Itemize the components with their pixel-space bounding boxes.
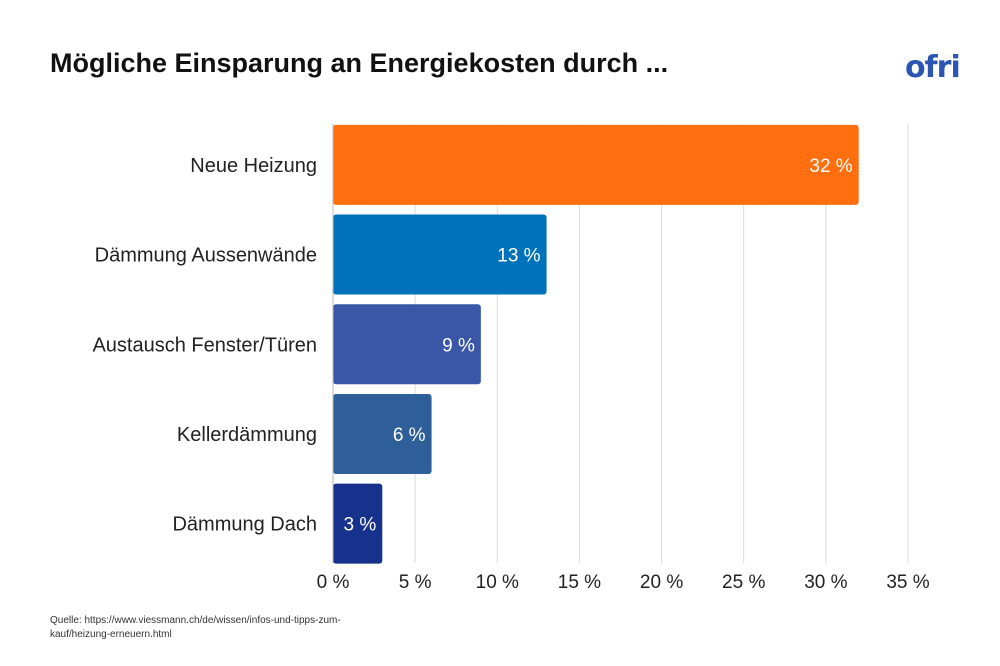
category-label: Austausch Fenster/Türen xyxy=(92,334,317,356)
x-tick-label: 5 % xyxy=(399,572,432,593)
category-label: Dämmung Aussenwände xyxy=(95,245,317,267)
x-tick-label: 10 % xyxy=(476,572,519,593)
bar xyxy=(333,483,383,564)
chart-title: Mögliche Einsparung an Energiekosten dur… xyxy=(50,48,669,78)
category-label: Dämmung Dach xyxy=(172,514,317,536)
category-label: Neue Heizung xyxy=(190,155,317,177)
ofri-logo: ofri xyxy=(905,50,961,85)
data-label: 13 % xyxy=(497,246,540,267)
bar xyxy=(333,214,547,295)
x-tick-label: 20 % xyxy=(640,572,683,593)
data-label: 9 % xyxy=(442,335,475,356)
source-note: Quelle: https://www.viessmann.ch/de/wiss… xyxy=(50,615,341,640)
x-tick-label: 0 % xyxy=(317,572,350,593)
data-label: 32 % xyxy=(809,156,852,177)
x-tick-label: 15 % xyxy=(558,572,601,593)
x-tick-label: 30 % xyxy=(804,572,847,593)
bar xyxy=(333,393,432,474)
bar xyxy=(333,304,481,385)
category-label: Kellerdämmung xyxy=(177,424,317,446)
bar xyxy=(333,124,859,205)
x-tick-label: 25 % xyxy=(722,572,765,593)
data-label: 3 % xyxy=(344,515,377,536)
x-tick-label: 35 % xyxy=(886,572,929,593)
data-label: 6 % xyxy=(393,425,426,446)
